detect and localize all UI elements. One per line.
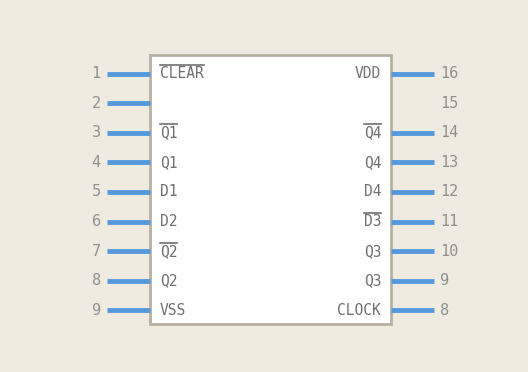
Text: 7: 7 [92,244,101,259]
Text: 9: 9 [92,303,101,318]
Text: D3: D3 [364,214,381,229]
Text: 3: 3 [92,125,101,140]
Text: 9: 9 [440,273,449,288]
Text: Q3: Q3 [364,244,381,259]
Text: 16: 16 [440,66,459,81]
Text: VSS: VSS [160,303,186,318]
Text: 14: 14 [440,125,459,140]
Text: 12: 12 [440,185,459,199]
Text: 1: 1 [92,66,101,81]
Text: 6: 6 [92,214,101,229]
Text: D1: D1 [160,185,177,199]
Text: 13: 13 [440,155,459,170]
Text: Q1: Q1 [160,125,177,140]
Text: 15: 15 [440,96,459,110]
Text: D4: D4 [364,185,381,199]
Bar [150,55,391,324]
Text: Q2: Q2 [160,244,177,259]
Text: Q4: Q4 [364,125,381,140]
Text: 2: 2 [92,96,101,110]
Text: Q3: Q3 [364,273,381,288]
Text: 8: 8 [92,273,101,288]
Text: 4: 4 [92,155,101,170]
Text: 5: 5 [92,185,101,199]
Text: Q1: Q1 [160,155,177,170]
Text: Q2: Q2 [160,273,177,288]
Text: 10: 10 [440,244,459,259]
Text: VDD: VDD [355,66,381,81]
Text: Q4: Q4 [364,155,381,170]
Text: 8: 8 [440,303,449,318]
Text: CLEAR: CLEAR [160,66,204,81]
Text: D2: D2 [160,214,177,229]
Text: CLOCK: CLOCK [337,303,381,318]
Text: 11: 11 [440,214,459,229]
